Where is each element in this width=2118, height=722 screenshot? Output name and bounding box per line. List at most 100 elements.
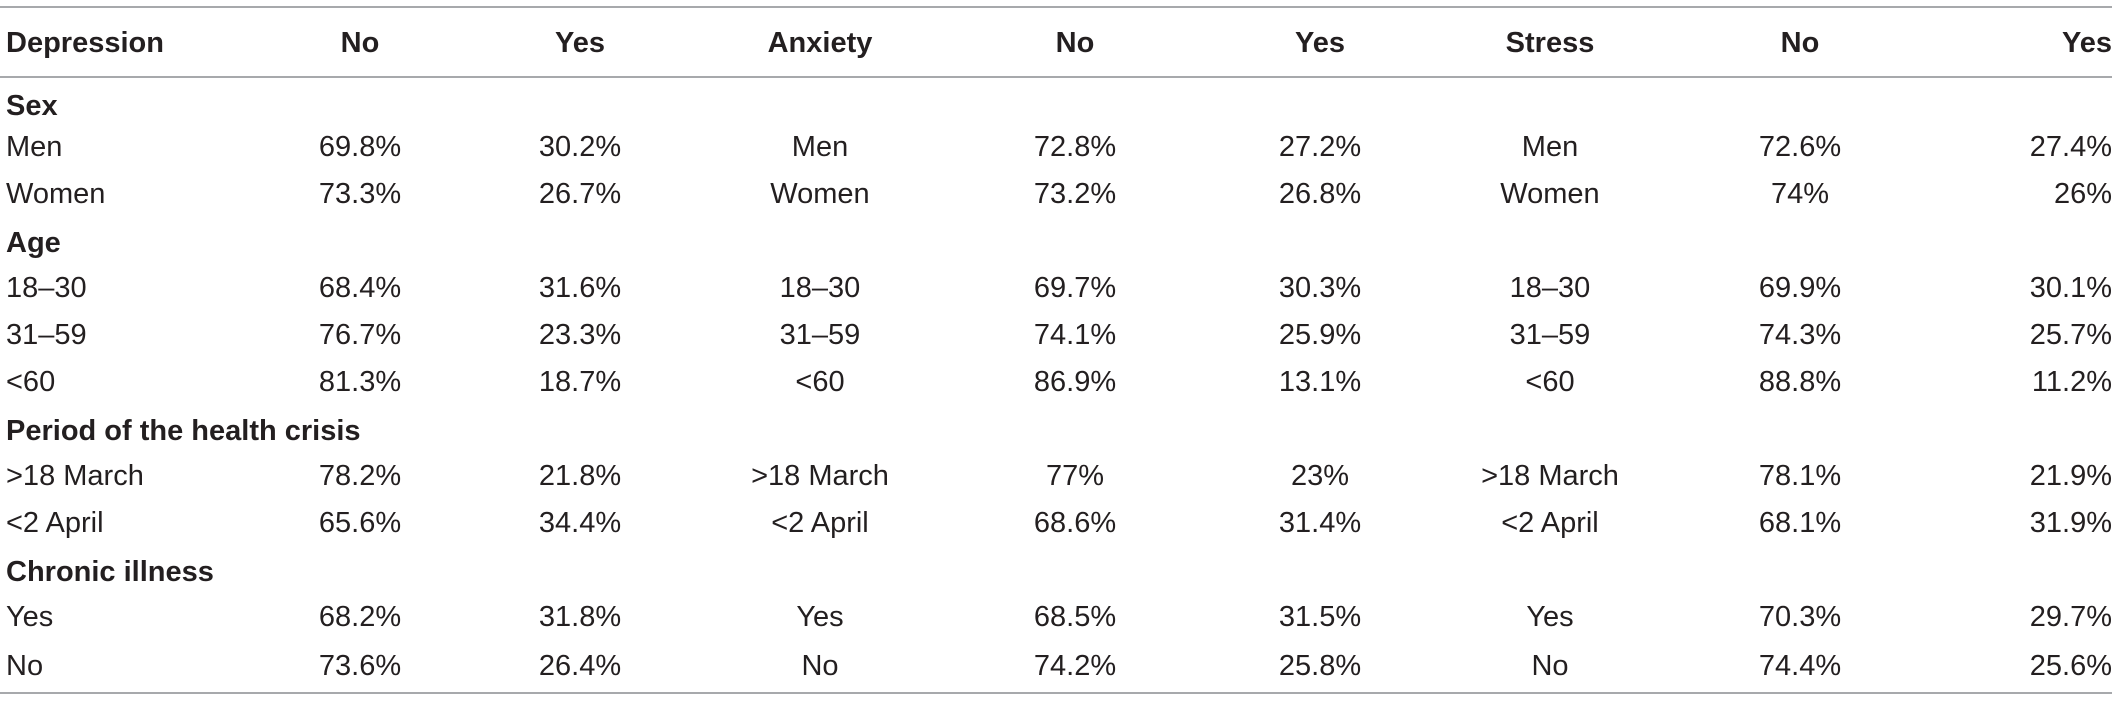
cell-dep-yes: 18.7% xyxy=(538,366,622,398)
cell-str-no: 74.3% xyxy=(1758,319,1842,351)
cell-str-yes: 26% xyxy=(2053,178,2112,210)
cell-anx-no: 69.7% xyxy=(1033,272,1117,304)
cell-str-yes: 29.7% xyxy=(2029,601,2112,633)
cell-anx-label: <60 xyxy=(795,366,845,398)
table-row: >18 March 78.2% 21.8% >18 March 77% 23% >18 Ma… xyxy=(0,453,2112,500)
cell-dep-label: Yes xyxy=(6,601,54,633)
cell-dep-yes: 30.2% xyxy=(538,131,622,163)
cell-anx-no: 73.2% xyxy=(1033,178,1117,210)
cell-anx-label: >18 March xyxy=(751,460,889,492)
cell-dep-yes: 21.8% xyxy=(538,460,622,492)
cell-anx-label: Yes xyxy=(796,601,844,633)
cell-dep-label: Women xyxy=(6,178,106,210)
cell-dep-label: 18–30 xyxy=(6,272,87,304)
table-body: Sex Men 69.8% 30.2% Men 72.8% 27.2% Men 72.6% 27.… xyxy=(0,77,2112,694)
section-title: Age xyxy=(6,227,61,259)
cell-dep-no: 68.2% xyxy=(318,601,402,633)
cell-anx-yes: 25.8% xyxy=(1210,641,1430,694)
table-row: 18–30 68.4% 31.6% 18–30 69.7% 30.3% 18–30 69.9%… xyxy=(0,265,2112,312)
section-row: Sex xyxy=(0,77,2112,124)
cell-anx-yes: 31.5% xyxy=(1278,601,1362,633)
header-anxiety-no: No xyxy=(940,7,1210,78)
cell-anx-yes: 23% xyxy=(1290,460,1350,492)
cell-str-yes: 25.7% xyxy=(2029,319,2112,351)
cell-str-no: 88.8% xyxy=(1758,366,1842,398)
cell-dep-label: <2 April xyxy=(6,507,104,539)
cell-str-yes: 31.9% xyxy=(2029,507,2112,539)
section-row: Age xyxy=(0,218,2112,265)
header-depression-no: No xyxy=(260,7,460,78)
header-stress: Stress xyxy=(1430,7,1670,78)
cell-anx-label: No xyxy=(700,641,940,694)
table-row: <2 April 65.6% 34.4% <2 April 68.6% 31.4% <2 A… xyxy=(0,500,2112,547)
cell-str-no: 74% xyxy=(1770,178,1830,210)
cell-str-label: 18–30 xyxy=(1509,272,1591,304)
cell-anx-yes: 25.9% xyxy=(1278,319,1362,351)
section-row: Period of the health crisis xyxy=(0,406,2112,453)
table-row: Women 73.3% 26.7% Women 73.2% 26.8% Women 74% 26… xyxy=(0,171,2112,218)
cell-str-no: 70.3% xyxy=(1758,601,1842,633)
cell-dep-yes: 26.7% xyxy=(538,178,622,210)
cell-dep-label: Men xyxy=(6,131,63,163)
cell-str-yes: 30.1% xyxy=(2029,272,2112,304)
table-row: Yes 68.2% 31.8% Yes 68.5% 31.5% Yes 70.3% 29.7% xyxy=(0,594,2112,641)
cell-str-no: 72.6% xyxy=(1758,131,1842,163)
cell-dep-label: 31–59 xyxy=(6,319,87,351)
cell-str-label: <60 xyxy=(1525,366,1575,398)
cell-dep-no: 78.2% xyxy=(318,460,402,492)
cell-str-label: <2 April xyxy=(1501,507,1599,539)
cell-str-yes: 27.4% xyxy=(2029,131,2112,163)
cell-anx-no: 72.8% xyxy=(1033,131,1117,163)
cell-dep-yes: 34.4% xyxy=(538,507,622,539)
cell-dep-no: 81.3% xyxy=(318,366,402,398)
cell-str-label: >18 March xyxy=(1481,460,1619,492)
header-anxiety-yes: Yes xyxy=(1210,7,1430,78)
table-header: Depression No Yes Anxiety No Yes Stress … xyxy=(0,7,2112,78)
cell-str-no: 78.1% xyxy=(1758,460,1842,492)
cell-dep-yes: 31.6% xyxy=(538,272,622,304)
cell-anx-label: Men xyxy=(791,131,849,163)
cell-str-label: No xyxy=(1430,641,1670,694)
cell-dep-no: 69.8% xyxy=(318,131,402,163)
cell-anx-no: 86.9% xyxy=(1033,366,1117,398)
cell-str-label: Yes xyxy=(1526,601,1574,633)
cell-dep-label: <60 xyxy=(6,366,56,398)
cell-str-no: 74.4% xyxy=(1670,641,1930,694)
cell-dep-yes: 31.8% xyxy=(538,601,622,633)
table-row: <60 81.3% 18.7% <60 86.9% 13.1% <60 88.8% 11.2% xyxy=(0,359,2112,406)
cell-anx-no: 68.6% xyxy=(1033,507,1117,539)
cell-str-no: 68.1% xyxy=(1758,507,1842,539)
cell-dep-yes: 26.4% xyxy=(460,641,700,694)
cell-anx-label: Women xyxy=(770,178,870,210)
cell-str-label: 31–59 xyxy=(1509,319,1591,351)
cell-anx-no: 77% xyxy=(1045,460,1105,492)
cell-str-no: 69.9% xyxy=(1758,272,1842,304)
cell-str-yes: 11.2% xyxy=(2031,366,2112,398)
cell-anx-label: <2 April xyxy=(771,507,869,539)
cell-str-yes: 21.9% xyxy=(2029,460,2112,492)
cell-dep-label: >18 March xyxy=(6,460,144,492)
cell-str-label: Men xyxy=(1521,131,1579,163)
table-row: Men 69.8% 30.2% Men 72.8% 27.2% Men 72.6% 27.4% xyxy=(0,124,2112,171)
section-title: Period of the health crisis xyxy=(6,415,361,447)
table-row: 31–59 76.7% 23.3% 31–59 74.1% 25.9% 31–59 74.3%… xyxy=(0,312,2112,359)
cell-dep-no: 65.6% xyxy=(318,507,402,539)
cell-anx-label: 18–30 xyxy=(779,272,861,304)
section-title: Chronic illness xyxy=(6,556,214,588)
header-stress-yes: Yes xyxy=(1930,7,2112,78)
cell-anx-yes: 13.1% xyxy=(1278,366,1362,398)
cell-anx-yes: 26.8% xyxy=(1278,178,1362,210)
cell-dep-no: 73.6% xyxy=(260,641,460,694)
cell-str-yes: 25.6% xyxy=(1930,641,2112,694)
section-title: Sex xyxy=(6,89,58,122)
cell-dep-yes: 23.3% xyxy=(538,319,622,351)
cell-anx-yes: 30.3% xyxy=(1278,272,1362,304)
cell-anx-yes: 27.2% xyxy=(1278,131,1362,163)
cell-anx-no: 74.2% xyxy=(940,641,1210,694)
cell-dep-no: 76.7% xyxy=(318,319,402,351)
cell-anx-no: 68.5% xyxy=(1033,601,1117,633)
cell-dep-label: No xyxy=(0,641,260,694)
cell-anx-label: 31–59 xyxy=(779,319,861,351)
cell-anx-no: 74.1% xyxy=(1033,319,1117,351)
cell-str-label: Women xyxy=(1500,178,1600,210)
